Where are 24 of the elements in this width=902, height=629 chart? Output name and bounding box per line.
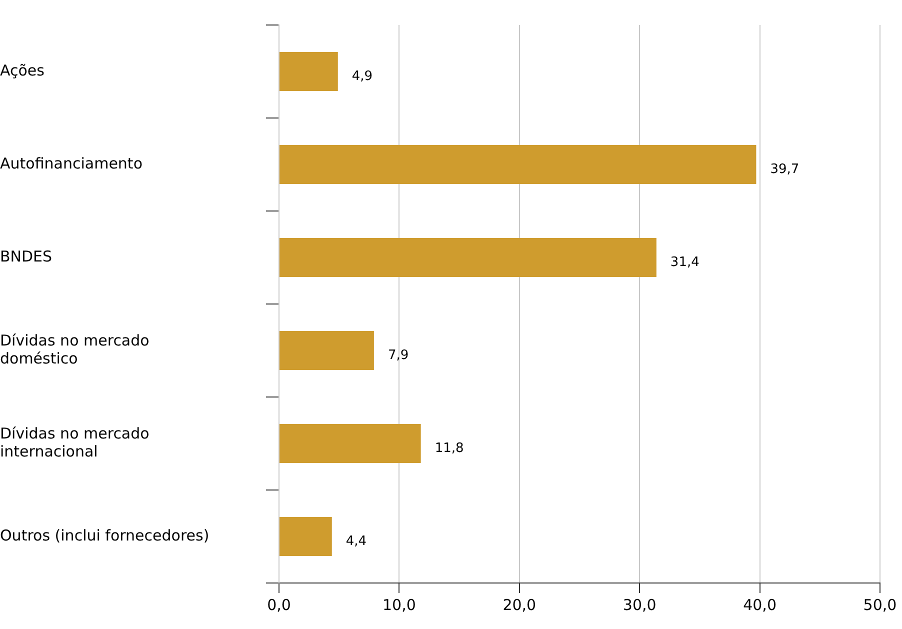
x-tick-label: 20,0 (502, 596, 536, 614)
data-label: 11,8 (434, 440, 464, 456)
bar (280, 52, 338, 92)
bar (280, 516, 332, 556)
data-label: 39,7 (770, 162, 800, 177)
x-tick-label: 10,0 (382, 596, 416, 614)
y-tick-label: Ações (0, 61, 45, 80)
x-tick-label: 40,0 (743, 596, 777, 614)
y-tick-label: Dívidas no mercado doméstico (0, 331, 150, 368)
y-tick-label: BNDES (0, 247, 52, 266)
x-tick-label: 0,0 (267, 596, 291, 614)
bar (280, 330, 374, 370)
bar (280, 424, 421, 464)
y-tick-label: Autofinanciamento (0, 154, 142, 172)
data-label: 4,4 (346, 534, 367, 549)
data-label: 31,4 (670, 254, 700, 270)
y-tick-label: Dívidas no mercado internacional (0, 424, 150, 460)
bar (280, 238, 656, 278)
x-tick-label: 50,0 (863, 596, 897, 614)
data-label: 4,9 (352, 68, 373, 84)
x-tick-label: 30,0 (622, 596, 656, 614)
y-tick-label: Outros (inclui fornecedores) (0, 526, 210, 544)
bar (280, 144, 756, 184)
data-label: 7,9 (388, 348, 409, 363)
